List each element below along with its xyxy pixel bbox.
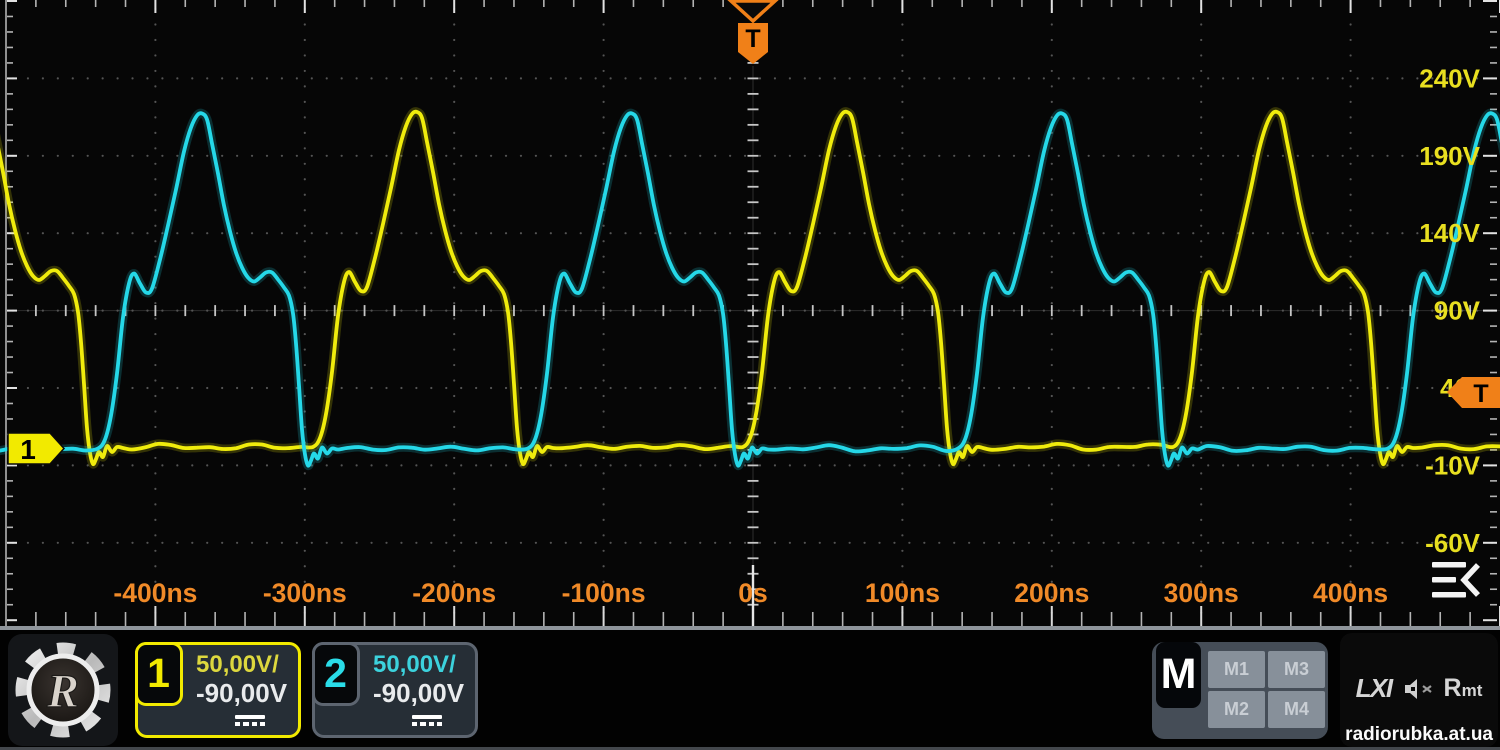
- gear-logo-icon: R: [15, 642, 111, 738]
- time-label-300ns: 300ns: [1164, 578, 1239, 608]
- channel2-dc-coupling-icon: [412, 715, 442, 726]
- channel1-offset: -90,00V: [196, 677, 288, 708]
- trigger-position-marker[interactable]: T: [727, 0, 779, 64]
- lxi-logo: LXI: [1355, 673, 1393, 703]
- trigger-symbol-level: T: [1473, 380, 1488, 408]
- channel1-panel[interactable]: 1 50,00V/ -90,00V: [134, 641, 301, 738]
- m2-button[interactable]: M2: [1208, 690, 1265, 728]
- channel1-readout: 50,00V/ -90,00V: [196, 651, 288, 708]
- ch1-waveform: [0, 109, 1500, 467]
- time-label--100ns: -100ns: [562, 578, 646, 608]
- m3-button[interactable]: M3: [1268, 650, 1325, 688]
- math-badge: M: [1156, 641, 1201, 708]
- math-buttons-grid: M1 M3 M2 M4: [1208, 650, 1325, 728]
- channel2-scale: 50,00V/: [373, 651, 456, 678]
- bottom-status-bar: R 1 50,00V/ -90,00V 2 50,00V/ -90,00V: [0, 630, 1500, 750]
- scope-display: 240V190V140V90V40V-10V-60V-400ns-300ns-2…: [0, 0, 1500, 630]
- speaker-muted-icon: [1404, 678, 1432, 699]
- menu-collapse-icon[interactable]: [1432, 562, 1481, 598]
- center-axis-ticks: [34, 15, 1472, 606]
- ch2-waveform: [0, 111, 1500, 468]
- brand-logo: R: [8, 634, 118, 746]
- scope-bar-separator: [0, 626, 1500, 630]
- ch1-marker-label: 1: [20, 434, 36, 465]
- voltage-label-190V: 190V: [1419, 141, 1480, 171]
- channel1-scale: 50,00V/: [196, 651, 279, 678]
- channel2-panel[interactable]: 2 50,00V/ -90,00V: [311, 641, 478, 738]
- channel2-readout: 50,00V/ -90,00V: [373, 651, 465, 708]
- trigger-symbol-top: T: [745, 25, 760, 53]
- voltage-label-90V: 90V: [1434, 296, 1481, 326]
- voltage-label-140V: 140V: [1419, 218, 1480, 248]
- graticule-dots: [11, 7, 1494, 614]
- time-label-0s: 0s: [738, 578, 767, 608]
- time-label--400ns: -400ns: [113, 578, 197, 608]
- voltage-label--60V: -60V: [1425, 528, 1481, 558]
- time-label-100ns: 100ns: [865, 578, 940, 608]
- time-label--200ns: -200ns: [412, 578, 496, 608]
- channel1-dc-coupling-icon: [235, 715, 265, 726]
- trigger-level-marker[interactable]: T: [1447, 377, 1500, 408]
- channel1-number: 1: [147, 650, 170, 696]
- remote-status: Rmt: [1443, 674, 1483, 702]
- channel2-number: 2: [324, 650, 347, 696]
- bezel-strip: [0, 747, 1500, 750]
- math-label: M: [1160, 650, 1197, 698]
- ch1-waveform-glow: [0, 107, 1500, 469]
- channel1-badge: 1: [134, 641, 183, 706]
- time-label-400ns: 400ns: [1313, 578, 1388, 608]
- time-label--300ns: -300ns: [263, 578, 347, 608]
- channel2-offset: -90,00V: [373, 677, 465, 708]
- ch1-position-marker[interactable]: 1: [7, 432, 66, 465]
- channel2-badge: 2: [311, 641, 360, 706]
- voltage-label-240V: 240V: [1419, 63, 1480, 93]
- voltage-label--10V: -10V: [1425, 450, 1481, 480]
- status-tile: LXI Rmt radiorubka.at.ua: [1340, 633, 1498, 747]
- watermark: radiorubka.at.ua: [1345, 724, 1493, 745]
- time-label-200ns: 200ns: [1014, 578, 1089, 608]
- m4-button[interactable]: M4: [1268, 690, 1325, 728]
- ch2-waveform-glow: [0, 108, 1500, 471]
- svg-text:R: R: [46, 665, 79, 718]
- m1-button[interactable]: M1: [1208, 650, 1265, 688]
- math-panel[interactable]: M M1 M3 M2 M4: [1152, 641, 1328, 739]
